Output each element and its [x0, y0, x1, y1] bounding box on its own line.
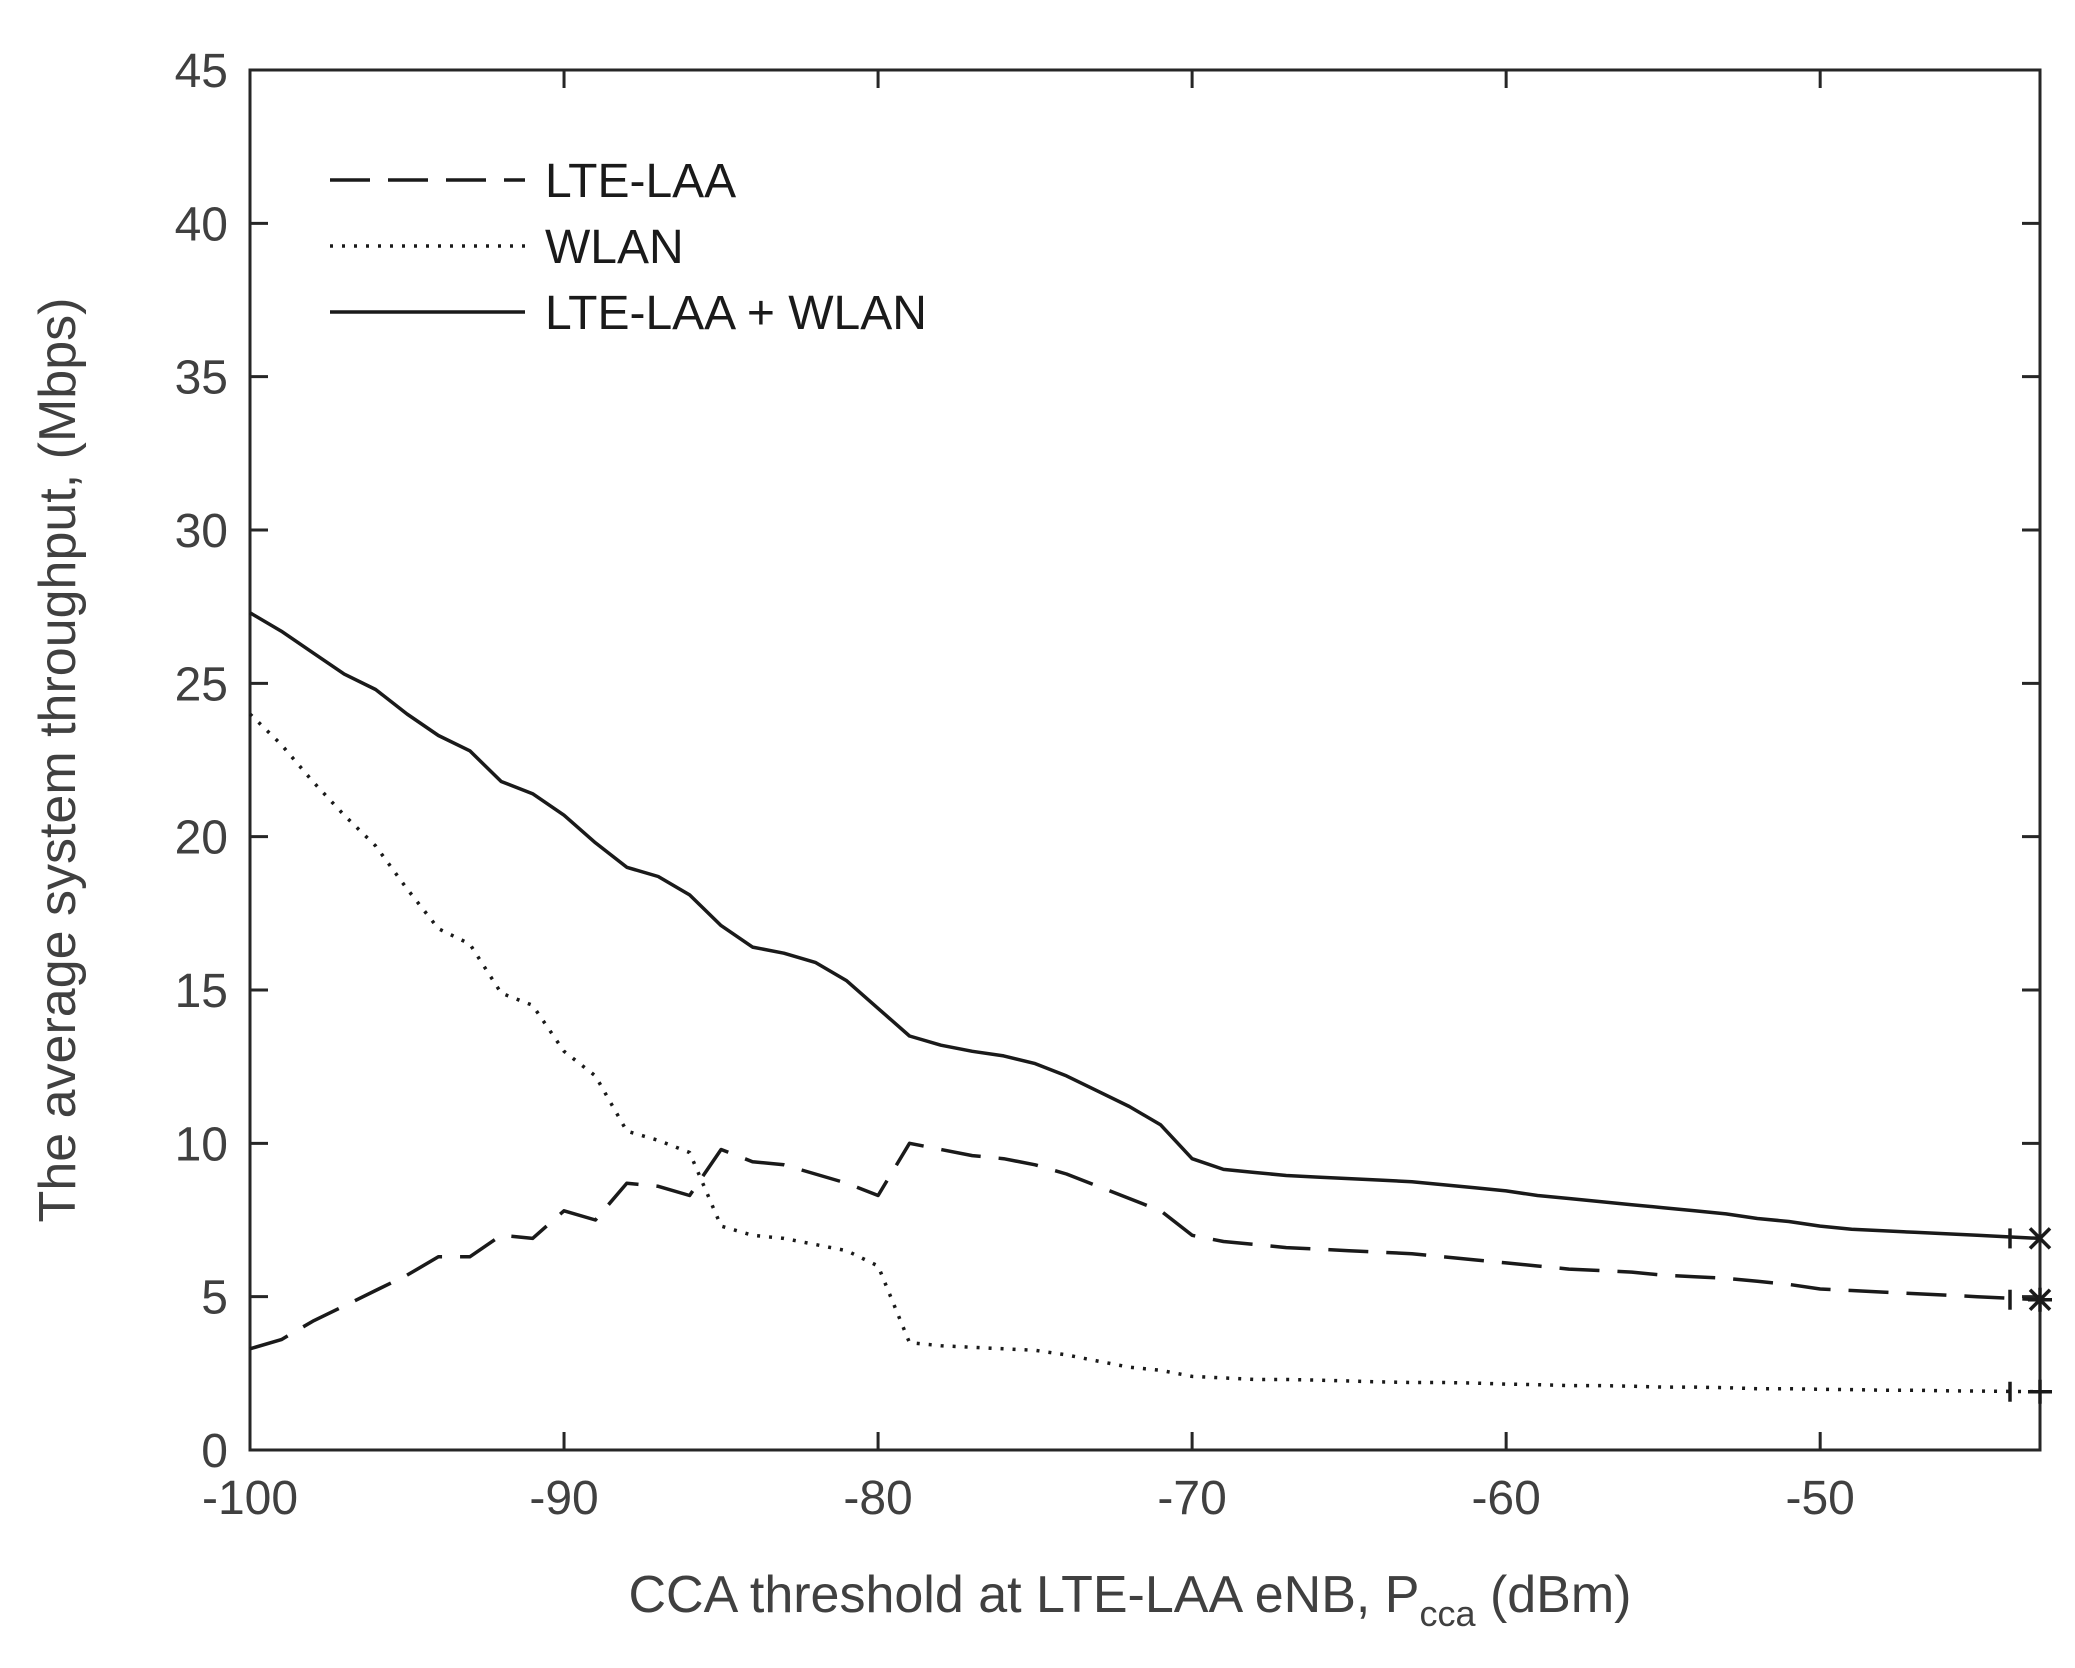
y-tick-label: 25 — [175, 658, 228, 711]
y-tick-label: 15 — [175, 965, 228, 1018]
x-axis-label: CCA threshold at LTE-LAA eNB, Pcca (dBm) — [629, 1566, 1632, 1634]
plot-background — [248, 68, 2042, 1452]
y-tick-label: 40 — [175, 198, 228, 251]
y-tick-label: 0 — [201, 1425, 228, 1478]
series-line-lte-laa — [249, 1141, 2041, 1351]
x-tick-label: -70 — [1157, 1472, 1226, 1525]
end-markers — [2008, 1227, 2052, 1404]
legend-label: LTE-LAA — [545, 155, 736, 208]
x-tick-label: -100 — [202, 1472, 298, 1525]
legend-label: WLAN — [545, 221, 684, 274]
y-tick-label: 10 — [175, 1118, 228, 1171]
y-tick-label: 30 — [175, 505, 228, 558]
x-tick-label: -90 — [529, 1472, 598, 1525]
x-axis-label-main: CCA threshold at LTE-LAA eNB, P — [629, 1566, 1420, 1624]
x-axis-label-subscript: cca — [1419, 1593, 1476, 1634]
legend-label: LTE-LAA + WLAN — [545, 287, 927, 340]
x-tick-label: -80 — [843, 1472, 912, 1525]
plot-frame — [248, 68, 2042, 1452]
y-tick-label: 35 — [175, 352, 228, 405]
end-marker-lte-laa — [2008, 1287, 2052, 1312]
x-tick-label: -60 — [1471, 1472, 1540, 1525]
y-tick-label: 45 — [175, 45, 228, 98]
series-line-wlan — [248, 712, 2041, 1394]
y-axis-label: The average system throughput, (Mbps) — [29, 298, 87, 1223]
x-tick-label: -50 — [1785, 1472, 1854, 1525]
series-layer — [248, 611, 2041, 1394]
x-axis-ticks: -100 -90 -80 -70 -60 -50 — [202, 70, 1855, 1525]
end-marker-lte-laa-wlan — [2008, 1227, 2052, 1250]
y-tick-label: 5 — [201, 1272, 228, 1325]
y-tick-label: 20 — [175, 812, 228, 865]
x-axis-label-unit: (dBm) — [1476, 1566, 1632, 1624]
series-line-lte-laa-wlan — [249, 611, 2041, 1241]
y-axis-ticks: 0 5 10 15 20 25 30 35 40 45 — [175, 45, 2040, 1478]
end-marker-wlan — [2008, 1379, 2052, 1404]
legend: LTE-LAA WLAN LTE-LAA + WLAN — [330, 155, 927, 340]
